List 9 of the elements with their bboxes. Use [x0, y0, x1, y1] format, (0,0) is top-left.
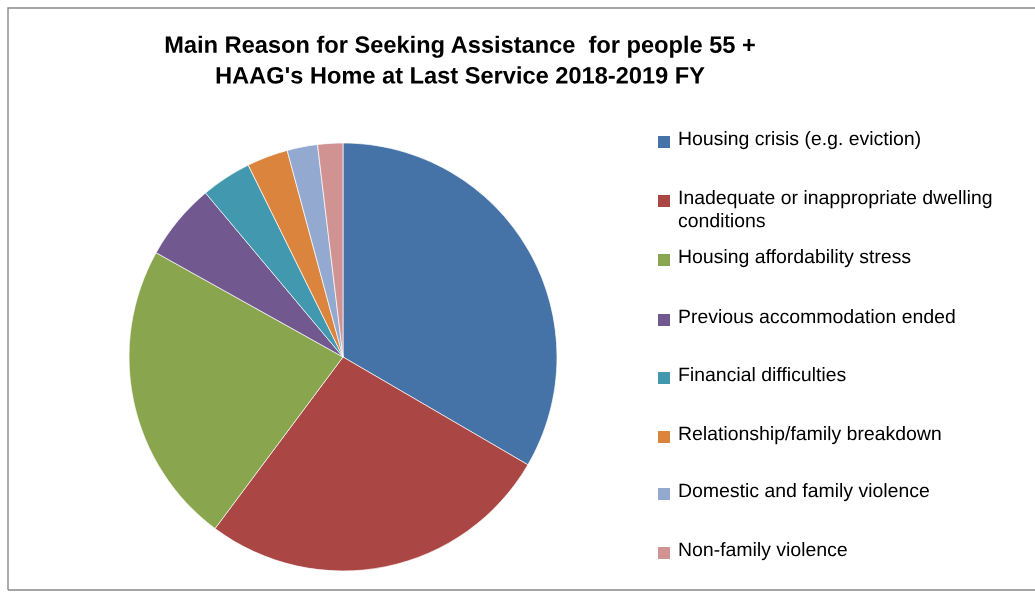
- legend-label: Relationship/family breakdown: [679, 426, 941, 445]
- legend-label: Previous accommodation ended: [679, 309, 955, 324]
- legend-label: Domestic and family violence: [679, 483, 929, 502]
- chart-title: Main Reason for Seeking Assistance for people 55 + HAAG's Home at Last Service 2018-2019 FY: [165, 35, 755, 84]
- legend-label: Housing crisis (e.g. eviction): [679, 131, 920, 150]
- legend-label: Housing affordability stress: [679, 249, 911, 268]
- legend-label: Inadequate or inappropriate dwelling conditions: [678, 190, 992, 228]
- legend-label: Financial difficulties: [679, 367, 846, 382]
- legend-label: Non-family violence: [679, 542, 847, 561]
